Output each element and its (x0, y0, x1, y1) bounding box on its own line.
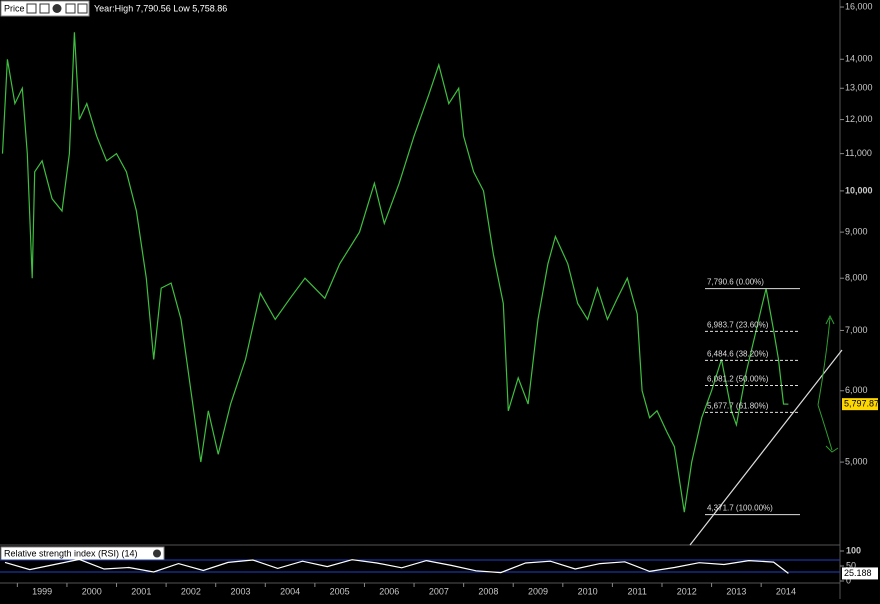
y-tick-label: 8,000 (845, 273, 868, 283)
tool-icon[interactable] (65, 3, 76, 14)
chart-title: Relative strength index (RSI) (14) (4, 548, 138, 558)
chart-subtitle: Year:High 7,790.56 Low 5,758.86 (94, 3, 227, 13)
x-tick-label: 2010 (578, 586, 598, 596)
fib-label: 6,081.2 (50.00%) (707, 375, 769, 384)
chart-title: Price (4, 3, 25, 13)
close-icon[interactable] (153, 549, 161, 558)
x-tick-label: 2008 (478, 586, 498, 596)
y-tick-label: 0 (846, 575, 851, 585)
last-value-label: 5,797.87 (844, 399, 879, 409)
fib-label: 6,983.7 (23.60%) (707, 320, 769, 329)
last-value-box (842, 398, 878, 411)
header-box (0, 0, 90, 17)
fib-label: 7,790.6 (0.00%) (707, 278, 764, 287)
x-tick-label: 2003 (230, 586, 250, 596)
y-tick-label: 12,000 (845, 114, 873, 124)
x-tick-label: 2004 (280, 586, 300, 596)
y-tick-label: 7,000 (845, 325, 868, 335)
x-tick-label: 2014 (776, 586, 796, 596)
x-tick-label: 2009 (528, 586, 548, 596)
fib-label: 6,484.6 (38.20%) (707, 349, 769, 358)
last-value-box (842, 567, 878, 580)
x-tick-label: 2000 (82, 586, 102, 596)
x-tick-label: 2012 (677, 586, 697, 596)
close-icon[interactable] (52, 4, 62, 13)
tool-icon[interactable] (77, 3, 88, 14)
y-tick-label: 10,000 (845, 185, 873, 195)
data-line (1, 32, 789, 513)
x-tick-label: 1999 (32, 586, 52, 596)
y-tick-label: 16,000 (845, 1, 873, 11)
y-tick-label: 50 (846, 560, 856, 570)
x-tick-label: 2005 (330, 586, 350, 596)
x-tick-label: 2013 (726, 586, 746, 596)
x-tick-label: 2001 (131, 586, 151, 596)
y-tick-label: 11,000 (845, 148, 872, 158)
trend-line (689, 349, 843, 546)
y-tick-label: 13,000 (845, 83, 873, 93)
projection-arrow (817, 314, 839, 453)
x-tick-label: 2007 (429, 586, 449, 596)
fib-label: 5,677.7 (61.80%) (707, 401, 769, 410)
y-tick-label: 6,000 (845, 385, 868, 395)
last-value-label: 25.188 (844, 568, 872, 578)
y-tick-label: 100 (846, 545, 861, 555)
x-tick-label: 2011 (628, 586, 647, 596)
x-tick-label: 2006 (379, 586, 399, 596)
y-tick-label: 5,000 (845, 456, 868, 466)
fib-label: 4,371.7 (100.00%) (707, 504, 773, 513)
y-tick-label: 14,000 (845, 54, 873, 64)
tool-icon[interactable] (39, 3, 50, 14)
tool-icon[interactable] (26, 3, 37, 14)
data-line (4, 558, 789, 574)
y-tick-label: 9,000 (845, 226, 868, 236)
x-tick-label: 2002 (181, 586, 201, 596)
